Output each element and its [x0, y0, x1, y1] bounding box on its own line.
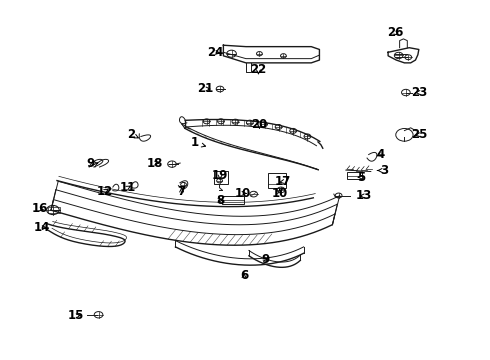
Text: 10: 10	[271, 187, 288, 200]
Text: 19: 19	[212, 169, 228, 182]
Text: 9: 9	[86, 157, 98, 170]
Text: 2: 2	[126, 128, 138, 141]
Text: 15: 15	[68, 309, 84, 322]
Bar	[268, 173, 286, 188]
Text: 20: 20	[251, 118, 268, 131]
Text: 11: 11	[119, 181, 135, 194]
Text: 24: 24	[207, 46, 223, 59]
Bar	[222, 195, 244, 204]
Text: 5: 5	[357, 171, 366, 184]
Text: 13: 13	[356, 189, 372, 202]
Text: 14: 14	[34, 221, 50, 234]
Bar	[214, 171, 228, 184]
Bar	[48, 207, 60, 213]
Text: 22: 22	[250, 63, 267, 76]
Text: 23: 23	[411, 86, 427, 99]
Text: 25: 25	[411, 129, 427, 141]
Text: 9: 9	[261, 253, 270, 266]
Text: 8: 8	[216, 194, 224, 207]
Text: 17: 17	[274, 175, 291, 188]
Text: 16: 16	[31, 202, 48, 215]
Text: 6: 6	[240, 270, 248, 283]
Text: 10: 10	[235, 187, 251, 200]
Text: 7: 7	[177, 185, 186, 198]
Text: 1: 1	[191, 136, 205, 149]
Text: 26: 26	[387, 26, 403, 39]
Text: 3: 3	[377, 164, 388, 177]
Bar	[347, 172, 362, 179]
Text: 4: 4	[376, 148, 385, 161]
Text: 21: 21	[197, 82, 214, 95]
Text: 12: 12	[97, 185, 113, 198]
Text: 18: 18	[147, 157, 163, 170]
